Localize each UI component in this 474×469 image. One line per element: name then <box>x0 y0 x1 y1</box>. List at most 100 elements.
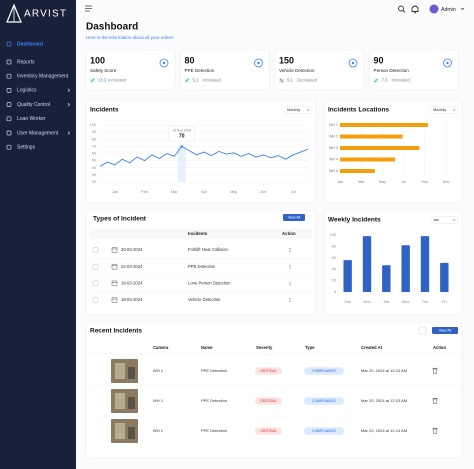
row-checkbox[interactable] <box>92 297 99 303</box>
severity: CRITICAL <box>260 399 276 403</box>
y-tick-label: 80 <box>92 137 96 141</box>
view-all-button[interactable] <box>283 214 305 221</box>
tooltip-label: 15 Aug 2024 <box>172 128 191 132</box>
camera-thumbnail-detail <box>128 397 135 409</box>
camera-thumbnail-detail <box>128 427 135 439</box>
nav-item[interactable]: Reports <box>17 59 35 65</box>
nav-item[interactable]: Dashboard <box>17 41 43 47</box>
row-checkbox[interactable] <box>92 280 99 287</box>
filter-button[interactable] <box>418 326 427 335</box>
nav-item[interactable]: Quality Control <box>17 102 50 108</box>
page-title: Dashboard <box>86 22 138 33</box>
delete-icon[interactable] <box>432 367 438 374</box>
view-all-button[interactable] <box>432 327 458 334</box>
severity: CRITICAL <box>260 429 276 433</box>
table-title: Recent Incidents <box>90 328 142 335</box>
bar <box>420 236 430 292</box>
stat-value: 90 <box>374 55 384 65</box>
dropdown-label: Monthly <box>433 108 446 112</box>
x-tick-label: Jul <box>401 180 406 184</box>
bar <box>440 262 449 292</box>
action-dot[interactable] <box>289 281 291 283</box>
x-tick-label: Sep <box>421 180 428 184</box>
bell-icon[interactable] <box>411 5 419 14</box>
user-chevron[interactable] <box>460 7 465 10</box>
nav-chevron <box>67 102 70 107</box>
avatar[interactable] <box>429 4 439 14</box>
x-tick-label: Nov <box>443 180 450 184</box>
type: COMPLIANCE <box>312 369 336 373</box>
stat-trend: Decreased <box>297 78 318 83</box>
x-tick-label: Mar <box>171 190 178 194</box>
tooltip <box>168 126 195 142</box>
incident-date: 18-03-2024 <box>121 281 143 286</box>
user-name: Admin <box>441 7 456 13</box>
trend-arrow <box>185 78 189 83</box>
stat-icon-dot <box>257 61 260 65</box>
table-title: Types of Incident <box>93 216 147 223</box>
action-dot[interactable] <box>289 267 291 269</box>
y-tick-label: 80 <box>332 244 336 248</box>
action-dot[interactable] <box>289 298 291 300</box>
dropdown[interactable] <box>429 216 459 224</box>
nav-item[interactable]: Settings <box>17 145 36 151</box>
action-dot[interactable] <box>289 299 291 301</box>
action-dot[interactable] <box>289 282 291 284</box>
bar <box>401 245 410 292</box>
action-dot[interactable] <box>289 301 291 303</box>
created-at: Mar 20, 2024 at 12:13 AM <box>361 398 407 403</box>
stat-trend: Increased <box>108 78 127 83</box>
table-header <box>90 229 312 239</box>
type-pill <box>304 427 344 435</box>
row-checkbox[interactable] <box>92 247 99 253</box>
dropdown[interactable] <box>283 106 313 114</box>
hamburger[interactable] <box>85 5 92 12</box>
row-checkbox[interactable] <box>92 263 99 270</box>
nav-chevron <box>67 131 70 135</box>
column-header: Name <box>201 345 213 350</box>
y-tick-label: 30 <box>92 173 96 177</box>
nav-item[interactable]: Logistics <box>17 88 37 94</box>
type: COMPLIANCE <box>312 429 336 433</box>
stat-trend: Increased <box>203 78 222 83</box>
delete-icon[interactable] <box>432 397 438 404</box>
stat-value: 150 <box>279 55 294 65</box>
stat-label: Person Detection <box>374 68 410 73</box>
action-dot[interactable] <box>289 266 291 268</box>
action-dot[interactable] <box>289 249 291 251</box>
delete-icon[interactable] <box>432 427 438 434</box>
nav-item[interactable]: Inventory Management <box>17 74 69 80</box>
nav-icon <box>6 88 12 93</box>
search-icon[interactable] <box>398 5 406 13</box>
stat-change: 5.1 <box>193 78 199 83</box>
action-dot[interactable] <box>289 248 291 249</box>
y-tick-label: 70 <box>92 144 96 148</box>
bar <box>382 265 391 292</box>
stat-trend: Increased <box>392 78 411 83</box>
dropdown[interactable] <box>429 106 459 114</box>
y-tick-label: 100 <box>330 233 336 237</box>
x-tick-label: May <box>230 190 237 194</box>
incident-name: PPE Detection <box>201 428 227 433</box>
nav-item[interactable]: Loan Worker <box>17 116 46 122</box>
x-tick-label: Fri <box>442 300 447 304</box>
hover-band <box>177 146 186 182</box>
stat-card <box>180 49 270 91</box>
dropdown-chevron <box>306 109 310 111</box>
incident-date: 20-03-2024 <box>121 247 143 252</box>
x-tick-label: Mon <box>363 300 370 304</box>
x-tick-label: Thu <box>422 300 429 304</box>
action-dot[interactable] <box>289 284 291 286</box>
page-subtitle: Here is the information about all your o… <box>86 35 174 40</box>
chart-title: Weekly Incidents <box>328 217 381 224</box>
action-dot[interactable] <box>289 264 291 266</box>
action-dot[interactable] <box>289 251 291 252</box>
nav-item[interactable]: User Management <box>17 130 59 136</box>
x-tick-label: Jul <box>291 190 296 194</box>
stat-icon-dot <box>162 61 166 65</box>
incident-name: Lone Person Detection <box>188 281 231 286</box>
line-series <box>99 145 309 167</box>
stat-card <box>274 49 365 91</box>
